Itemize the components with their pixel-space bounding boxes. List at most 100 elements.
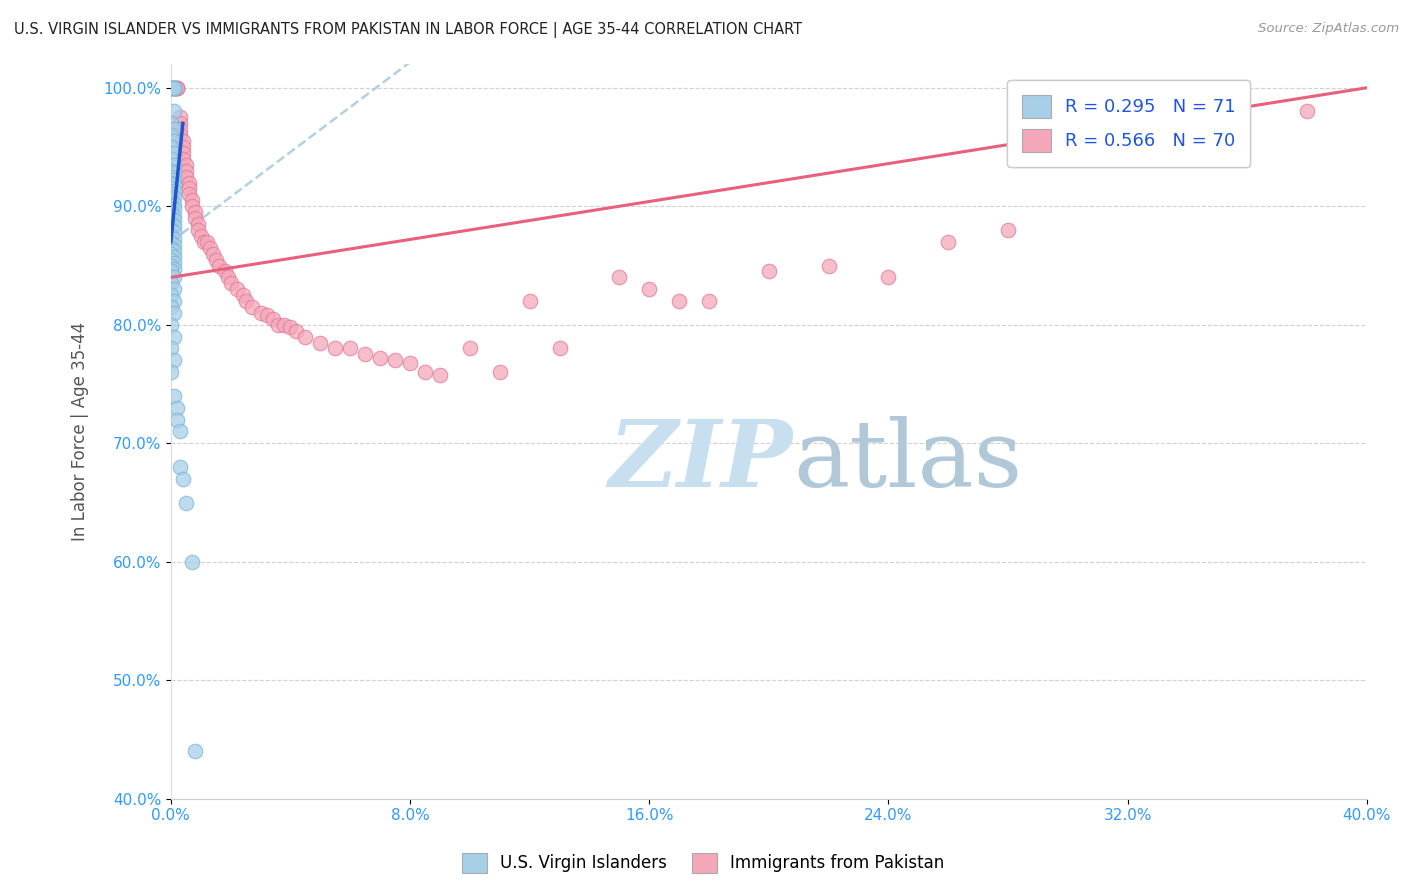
Point [163,306,186,320]
Point [160,300,183,314]
Point [166,401,188,415]
Point [180,194,202,208]
Point [160,163,183,178]
Point [163,173,186,187]
Point [214,264,236,278]
Point [169,122,191,136]
Point [204,252,226,267]
Point [166,80,188,95]
Point [172,472,194,486]
Point [193,235,215,249]
Point [166,412,188,426]
Point [163,353,186,368]
Point [160,128,183,143]
Point [519,294,541,309]
Point [163,256,186,270]
Point [163,244,186,259]
Point [184,205,207,219]
Point [163,80,186,95]
Point [187,217,209,231]
Point [354,347,377,361]
Point [160,217,183,231]
Point [160,211,183,226]
Point [166,80,188,95]
Point [262,311,284,326]
Point [160,80,183,95]
Point [177,176,200,190]
Point [219,277,242,291]
Text: U.S. VIRGIN ISLANDER VS IMMIGRANTS FROM PAKISTAN IN LABOR FORCE | AGE 35-44 CORR: U.S. VIRGIN ISLANDER VS IMMIGRANTS FROM … [14,22,803,38]
Point [160,140,183,154]
Point [607,270,630,285]
Point [217,270,239,285]
Point [163,190,186,204]
Point [174,163,197,178]
Point [160,241,183,255]
Point [160,365,183,379]
Text: ZIP: ZIP [609,416,793,506]
Point [163,104,186,119]
Point [208,259,231,273]
Point [160,252,183,267]
Point [817,259,839,273]
Point [697,294,720,309]
Point [638,282,661,296]
Point [877,270,900,285]
Point [163,122,186,136]
Point [232,288,254,302]
Point [163,80,186,95]
Point [160,194,183,208]
Point [273,318,295,332]
Point [163,238,186,252]
Point [160,288,183,302]
Point [180,555,202,569]
Point [339,342,361,356]
Point [758,264,780,278]
Point [166,80,188,95]
Point [160,80,183,95]
Point [160,223,183,237]
Point [163,219,186,234]
Point [160,235,183,249]
Point [548,342,571,356]
Point [163,232,186,246]
Point [267,318,290,332]
Point [163,389,186,403]
Point [399,356,422,370]
Point [163,209,186,223]
Point [163,80,186,95]
Point [163,282,186,296]
Point [160,246,183,260]
Legend: U.S. Virgin Islanders, Immigrants from Pakistan: U.S. Virgin Islanders, Immigrants from P… [456,847,950,880]
Point [163,80,186,95]
Legend: R = 0.295   N = 71, R = 0.566   N = 70: R = 0.295 N = 71, R = 0.566 N = 70 [1007,80,1250,167]
Point [163,178,186,192]
Point [1296,104,1319,119]
Point [160,264,183,278]
Y-axis label: In Labor Force | Age 35-44: In Labor Force | Age 35-44 [72,322,89,541]
Point [174,158,197,172]
Point [163,225,186,239]
Point [163,262,186,277]
Point [368,351,391,365]
Point [163,250,186,264]
Point [160,318,183,332]
Point [160,169,183,184]
Point [187,223,209,237]
Point [163,145,186,160]
Point [163,197,186,211]
Point [174,169,197,184]
Point [160,228,183,243]
Point [169,459,191,474]
Point [240,300,263,314]
Point [323,342,346,356]
Point [160,80,183,95]
Point [235,294,257,309]
Point [936,235,959,249]
Point [160,152,183,166]
Point [160,199,183,213]
Text: atlas: atlas [793,416,1022,506]
Point [163,184,186,198]
Point [172,140,194,154]
Point [160,181,183,195]
